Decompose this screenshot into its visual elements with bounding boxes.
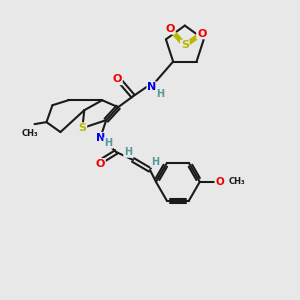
Text: O: O (95, 159, 105, 169)
Text: CH₃: CH₃ (21, 129, 38, 138)
Text: S: S (181, 40, 189, 50)
Text: H: H (104, 138, 112, 148)
Text: H: H (151, 157, 159, 167)
Text: O: O (165, 24, 175, 34)
Text: O: O (215, 177, 224, 187)
Text: O: O (112, 74, 122, 84)
Text: O: O (197, 28, 206, 38)
Text: H: H (124, 147, 132, 157)
Text: H: H (156, 89, 164, 99)
Text: N: N (96, 133, 105, 143)
Text: CH₃: CH₃ (229, 177, 245, 186)
Text: S: S (78, 123, 86, 133)
Text: N: N (147, 82, 157, 92)
